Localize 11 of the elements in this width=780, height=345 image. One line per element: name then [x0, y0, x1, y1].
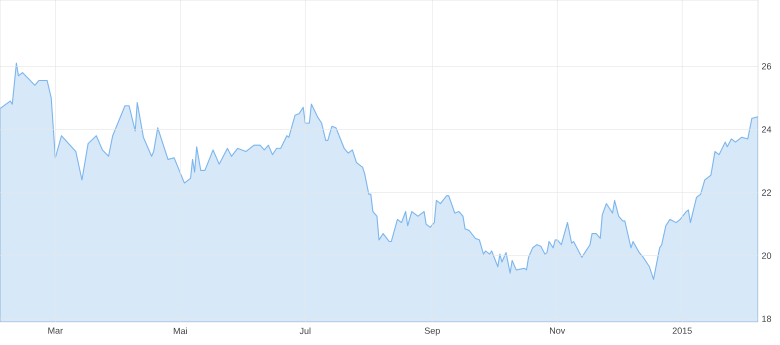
x-tick-label: Nov — [550, 328, 566, 334]
x-tick-label: Mai — [174, 328, 187, 334]
x-tick-label: Mar — [48, 328, 63, 334]
y-tick-label: 26 — [762, 63, 772, 70]
y-tick-label: 22 — [762, 189, 772, 196]
y-tick-label: 24 — [762, 126, 772, 133]
y-tick-label: 18 — [762, 316, 772, 322]
x-tick-label: Sep — [424, 328, 440, 336]
x-tick-label: Jul — [300, 328, 310, 334]
y-tick-label: 20 — [762, 252, 772, 259]
x-tick-label: 2015 — [672, 328, 692, 334]
